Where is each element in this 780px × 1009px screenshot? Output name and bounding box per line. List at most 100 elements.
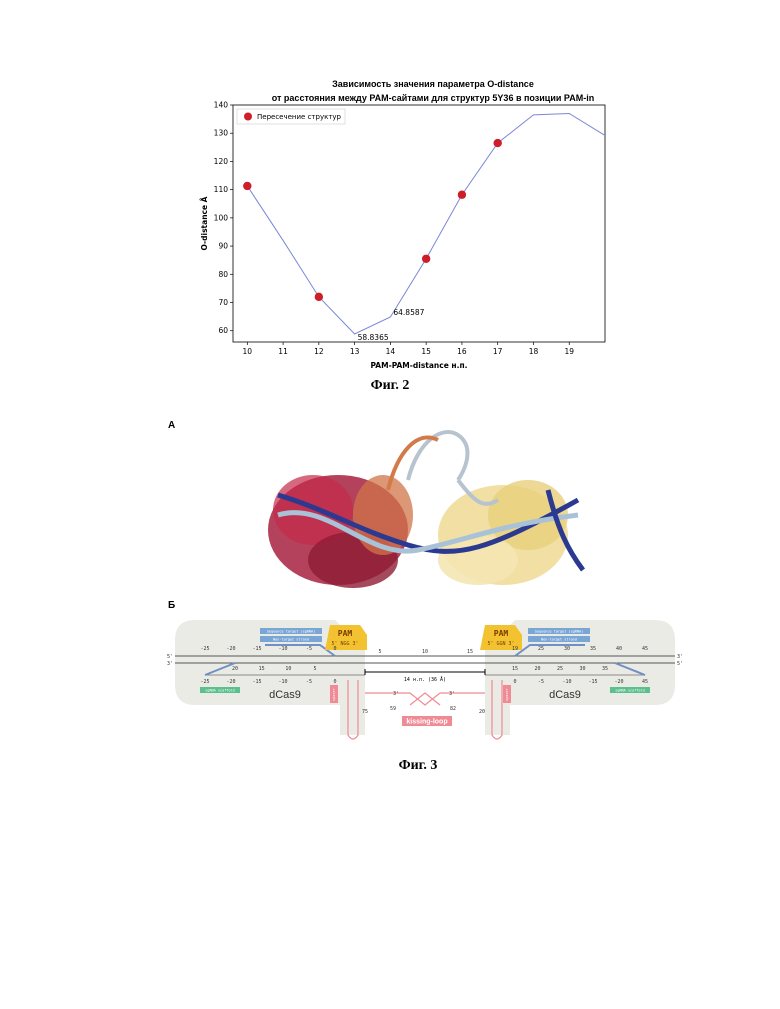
chart-title-line2: от расстояния между PAM-сайтами для стру… [272, 93, 594, 103]
tick-mid-right: 35 [602, 666, 608, 672]
tick-bottom-right: 45 [642, 679, 648, 685]
svg-text:Non-target strand: Non-target strand [273, 638, 309, 642]
svg-text:82: 82 [450, 706, 456, 712]
tick-bottom-right: -5 [538, 679, 544, 685]
svg-text:5': 5' [167, 654, 173, 660]
x-tick-label: 12 [314, 347, 324, 356]
x-tick-label: 15 [421, 347, 431, 356]
scatter-point [458, 191, 466, 199]
x-tick-label: 18 [529, 347, 539, 356]
annotation-label: 64.8587 [393, 308, 424, 317]
tick-bottom-right: -10 [562, 679, 571, 685]
x-tick-label: 13 [350, 347, 360, 356]
x-tick-label: 17 [493, 347, 503, 356]
y-tick-label: 90 [218, 242, 228, 251]
y-axis-label: O-distance Å [200, 196, 209, 250]
tick-mid-right: 20 [534, 666, 540, 672]
x-tick-label: 16 [457, 347, 467, 356]
pam-right-seq: 5' GGN 3' [487, 641, 514, 647]
x-tick-label: 14 [386, 347, 396, 356]
svg-text:75: 75 [362, 709, 368, 715]
chart-title-line1: Зависимость значения параметра O-distanc… [332, 79, 534, 89]
y-tick-label: 60 [218, 326, 228, 335]
x-tick-label: 11 [278, 347, 288, 356]
svg-text:59: 59 [390, 706, 396, 712]
tick-mid-left: 20 [232, 666, 238, 672]
tick-bottom-left: -15 [252, 679, 261, 685]
scatter-point [493, 139, 501, 147]
svg-text:3': 3' [393, 691, 399, 697]
figure2-caption: Фиг. 2 [330, 378, 450, 394]
tick-mid-left: 10 [285, 666, 291, 672]
tick-top-left: -15 [252, 646, 261, 652]
y-tick-label: 130 [214, 129, 229, 138]
tick-mid-right: 25 [557, 666, 563, 672]
tick-mid-left: 15 [259, 666, 265, 672]
y-tick-label: 70 [218, 298, 228, 307]
svg-text:20: 20 [479, 709, 485, 715]
tick-bottom-right: 0 [513, 679, 516, 685]
x-axis-label: PAM-PAM-distance н.п. [371, 361, 468, 370]
tick-bottom-left: -25 [200, 679, 209, 685]
plot-area: 10 11 12 13 14 15 16 17 18 19 60 70 80 90 100 110 120 130… [200, 101, 605, 371]
dcas9-scheme: PAM 5' NGG 3' PAM 5' GGN 3' Sequence tar… [165, 615, 685, 750]
y-tick-label: 80 [218, 270, 228, 279]
svg-text:sgRNA scaffold: sgRNA scaffold [615, 689, 645, 693]
svg-text:spacer: spacer [505, 688, 509, 701]
tick-top-left: -20 [226, 646, 235, 652]
kissing-loop: kissing-loop [402, 693, 452, 726]
svg-text:Non-target strand: Non-target strand [541, 638, 577, 642]
left-dcas9-ribbon [268, 475, 413, 588]
tick-center: 5 [378, 649, 381, 655]
figure2-chart: Зависимость значения параметра O-distanc… [195, 72, 615, 372]
protein-structure-image [258, 420, 588, 610]
svg-text:3': 3' [677, 654, 683, 660]
tick-top-left: -10 [278, 646, 287, 652]
line-series [247, 113, 605, 334]
x-tick-label: 10 [243, 347, 253, 356]
tick-center: 15 [467, 649, 473, 655]
tick-center: 10 [422, 649, 428, 655]
y-tick-label: 140 [214, 101, 229, 110]
panel-a-label: А [168, 420, 175, 431]
dcas9-right-label: dCas9 [549, 689, 581, 701]
pam-left: PAM 5' NGG 3' [325, 625, 367, 650]
tick-top-right: 30 [564, 646, 570, 652]
tick-mid-right: 30 [579, 666, 585, 672]
scatter-point [243, 182, 251, 190]
annotation-label: 58.8365 [358, 333, 389, 342]
tick-bottom-right: -20 [614, 679, 623, 685]
scatter-point [315, 293, 323, 301]
svg-text:Sequence target (sgRNA): Sequence target (sgRNA) [267, 630, 315, 634]
distance-label: 14 н.п. (36 Å) [404, 676, 446, 683]
tick-mid-right: 15 [512, 666, 518, 672]
y-tick-label: 120 [214, 157, 229, 166]
tick-top-right: 45 [642, 646, 648, 652]
tick-bottom-left: 0 [333, 679, 336, 685]
plot-frame [233, 105, 605, 342]
pam-left-label: PAM [338, 629, 353, 638]
distance-arrow: 14 н.п. (36 Å) [365, 669, 485, 683]
figure3-caption: Фиг. 3 [358, 758, 478, 774]
tick-bottom-right: -15 [588, 679, 597, 685]
panel-b-label: Б [168, 600, 175, 611]
tick-bottom-left: -5 [306, 679, 312, 685]
svg-text:Sequence target (sgRNA): Sequence target (sgRNA) [535, 630, 583, 634]
tick-top-left: 0 [333, 646, 336, 652]
svg-text:5': 5' [677, 661, 683, 667]
tick-top-right: 19 [512, 646, 518, 652]
y-tick-label: 100 [214, 213, 229, 222]
x-tick-label: 19 [564, 347, 574, 356]
tick-top-left: -25 [200, 646, 209, 652]
legend-marker [244, 113, 252, 121]
tick-top-right: 35 [590, 646, 596, 652]
y-tick-label: 110 [214, 185, 229, 194]
legend-label: Пересечение структур [257, 113, 342, 121]
tick-bottom-left: -20 [226, 679, 235, 685]
tick-top-right: 25 [538, 646, 544, 652]
tick-mid-left: 5 [313, 666, 316, 672]
dcas9-left-label: dCas9 [269, 689, 301, 701]
tick-top-left: -5 [306, 646, 312, 652]
tick-top-right: 40 [616, 646, 622, 652]
svg-text:3': 3' [449, 691, 455, 697]
